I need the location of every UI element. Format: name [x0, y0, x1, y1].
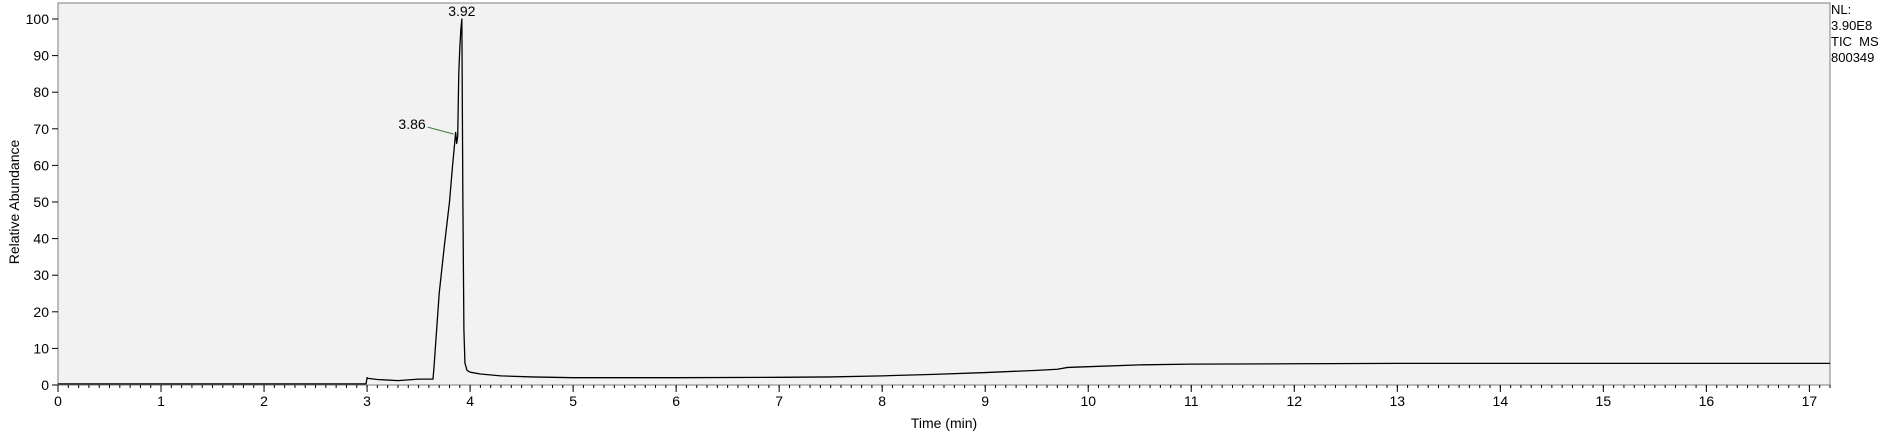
y-tick-label: 30 [33, 267, 49, 283]
y-tick-label: 40 [33, 231, 49, 247]
x-axis: 0 1 2 3 4 5 6 7 8 9 10 11 12 13 14 15 16 17 [54, 385, 1817, 409]
peak-label: 3.86 [398, 116, 425, 132]
y-axis-title: Relative Abundance [6, 140, 22, 265]
x-tick-label: 17 [1802, 393, 1818, 409]
x-tick-label: 7 [775, 393, 783, 409]
x-tick-label: 9 [981, 393, 989, 409]
normalization-value: 3.90E8 [1831, 18, 1873, 33]
x-tick-label: 14 [1493, 393, 1509, 409]
x-tick-label: 4 [466, 393, 474, 409]
series-group [58, 18, 1830, 385]
x-tick-label: 10 [1080, 393, 1096, 409]
x-tick-label: 6 [672, 393, 680, 409]
x-tick-label: 2 [260, 393, 268, 409]
sample-id: 800349 [1831, 50, 1875, 65]
y-tick-label: 60 [33, 157, 49, 173]
x-tick-label: 0 [54, 393, 62, 409]
peak-leader-line [427, 126, 454, 135]
peak-label: 3.92 [448, 3, 475, 19]
side-info: NL: 3.90E8 TIC MS 800349 [1831, 2, 1879, 66]
x-tick-label: 15 [1596, 393, 1612, 409]
plot-area [57, 2, 1831, 386]
y-axis: 0 10 20 30 40 50 60 70 80 90 100 [26, 11, 58, 393]
y-tick-label: 0 [41, 377, 49, 393]
x-tick-label: 16 [1699, 393, 1715, 409]
scan-filter: TIC MS [1831, 34, 1879, 49]
y-tick-label: 80 [33, 84, 49, 100]
x-tick-label: 8 [878, 393, 886, 409]
y-tick-label: 70 [33, 121, 49, 137]
x-tick-label: 3 [363, 393, 371, 409]
series-line [58, 18, 1830, 385]
y-tick-label: 100 [26, 11, 50, 27]
y-tick-label: 90 [33, 48, 49, 64]
x-tick-label: 13 [1390, 393, 1406, 409]
normalization-label: NL: [1831, 2, 1852, 17]
y-tick-label: 50 [33, 194, 49, 210]
y-tick-label: 10 [33, 340, 49, 356]
y-tick-label: 20 [33, 304, 49, 320]
x-tick-label: 5 [569, 393, 577, 409]
x-tick-label: 1 [157, 393, 165, 409]
annotation-group: 3.92 3.86 [398, 3, 476, 135]
x-tick-label: 11 [1184, 393, 1199, 409]
x-axis-title: Time (min) [911, 415, 977, 431]
x-tick-label: 12 [1286, 393, 1302, 409]
